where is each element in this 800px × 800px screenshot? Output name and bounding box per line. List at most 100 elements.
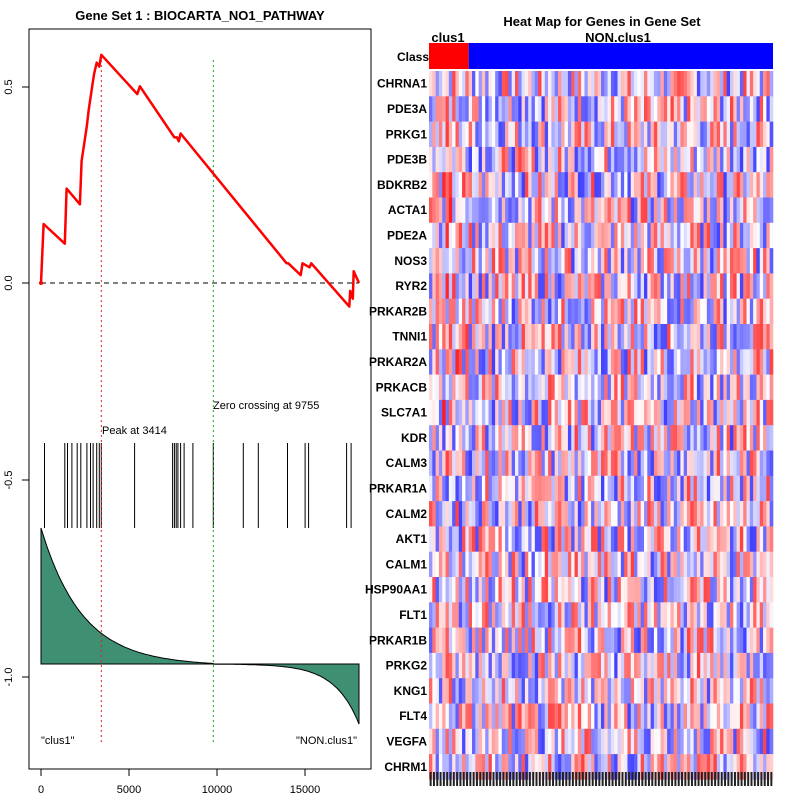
heatmap-cell bbox=[693, 96, 698, 122]
heatmap-cell bbox=[541, 96, 546, 122]
heatmap-cell bbox=[438, 399, 443, 426]
heatmap-cell bbox=[601, 349, 605, 375]
heatmap-cell bbox=[571, 678, 575, 704]
heatmap-cell bbox=[726, 551, 731, 578]
heatmap-cell bbox=[739, 551, 744, 578]
heatmap-cell bbox=[726, 324, 731, 350]
heatmap-cell bbox=[700, 526, 704, 552]
heatmap-cell bbox=[505, 526, 509, 552]
heatmap-cell bbox=[614, 652, 618, 679]
heatmap-cell bbox=[607, 222, 612, 249]
heatmap-cell bbox=[495, 526, 499, 552]
heatmap-cell bbox=[435, 146, 440, 173]
heatmap-cell bbox=[515, 425, 519, 451]
gene-label: CHRNA1 bbox=[377, 77, 427, 91]
heatmap-cell bbox=[736, 678, 741, 704]
heatmap-cell bbox=[534, 172, 539, 198]
heatmap-cell bbox=[435, 248, 440, 274]
heatmap-cell bbox=[693, 501, 698, 527]
heatmap-cell bbox=[541, 197, 546, 224]
sample-label-mark bbox=[545, 772, 548, 786]
heatmap-cell bbox=[498, 324, 503, 350]
heatmap-cell bbox=[462, 627, 466, 654]
heatmap-cell bbox=[759, 450, 764, 477]
heatmap-cell bbox=[468, 728, 473, 755]
heatmap-cell bbox=[726, 754, 731, 780]
heatmap-cell bbox=[455, 146, 460, 173]
heatmap-cell bbox=[491, 551, 496, 578]
heatmap-cell bbox=[769, 298, 774, 325]
heatmap-cell bbox=[548, 703, 552, 730]
heatmap-cell bbox=[640, 121, 645, 148]
heatmap-cell bbox=[736, 754, 741, 780]
heatmap-cell bbox=[610, 172, 615, 198]
heatmap-cell bbox=[763, 602, 767, 628]
heatmap-cell bbox=[720, 526, 724, 552]
heatmap-cell bbox=[558, 501, 562, 527]
sample-label-mark bbox=[442, 772, 445, 786]
heatmap-cell bbox=[571, 652, 575, 679]
heatmap-cell bbox=[766, 450, 770, 477]
heatmap-cell bbox=[617, 146, 622, 173]
heatmap-cell bbox=[462, 172, 466, 198]
heatmap-cell bbox=[769, 197, 774, 224]
sample-label-mark bbox=[561, 772, 564, 786]
heatmap-cell bbox=[723, 349, 727, 375]
heatmap-cell bbox=[495, 652, 499, 679]
heatmap-cell bbox=[577, 172, 582, 198]
heatmap-cell bbox=[763, 96, 767, 122]
heatmap-cell bbox=[753, 627, 757, 654]
gene-label: PRKAR1A bbox=[369, 481, 427, 495]
heatmap-cell bbox=[614, 172, 618, 198]
heatmap-cell bbox=[577, 71, 582, 97]
heatmap-cell bbox=[723, 96, 727, 122]
heatmap-cell bbox=[650, 501, 655, 527]
heatmap-cell bbox=[647, 551, 651, 578]
heatmap-cell bbox=[710, 172, 714, 198]
heatmap-cell bbox=[442, 526, 446, 552]
heatmap-cell bbox=[544, 96, 549, 122]
heatmap-cell bbox=[531, 425, 536, 451]
heatmap-cell bbox=[749, 728, 754, 755]
heatmap-cell bbox=[640, 298, 645, 325]
heatmap-cell bbox=[488, 324, 493, 350]
sample-label-mark bbox=[641, 772, 644, 786]
heatmap-cell bbox=[650, 146, 655, 173]
heatmap-cell bbox=[677, 577, 681, 603]
heatmap-cell bbox=[429, 475, 433, 502]
heatmap-cell bbox=[766, 703, 770, 730]
heatmap-cell bbox=[587, 475, 592, 502]
heatmap-cell bbox=[448, 425, 453, 451]
heatmap-cell bbox=[462, 374, 466, 401]
heatmap-cell bbox=[687, 652, 691, 679]
heatmap-cell bbox=[667, 374, 671, 401]
heatmap-cell bbox=[452, 754, 456, 780]
heatmap-cell bbox=[485, 96, 489, 122]
heatmap-cell bbox=[584, 324, 589, 350]
heatmap-cell bbox=[488, 298, 493, 325]
heatmap-cell bbox=[660, 602, 665, 628]
heatmap-cell bbox=[720, 703, 724, 730]
heatmap-cell bbox=[448, 602, 453, 628]
heatmap-cell bbox=[515, 602, 519, 628]
heatmap-cell bbox=[577, 349, 582, 375]
heatmap-cell bbox=[481, 197, 486, 224]
heatmap-cell bbox=[564, 450, 569, 477]
sample-label-mark bbox=[750, 772, 753, 786]
heatmap-cell bbox=[571, 324, 575, 350]
heatmap-cell bbox=[683, 248, 688, 274]
heatmap-cell bbox=[670, 754, 675, 780]
heatmap-cell bbox=[657, 627, 661, 654]
heatmap-cell bbox=[733, 703, 737, 730]
heatmap-cell bbox=[769, 602, 774, 628]
heatmap-cell bbox=[478, 425, 483, 451]
heatmap-cell bbox=[528, 526, 532, 552]
heatmap-cell bbox=[607, 450, 612, 477]
heatmap-cell bbox=[736, 652, 741, 679]
heatmap-cell bbox=[567, 450, 572, 477]
heatmap-cell bbox=[753, 172, 757, 198]
heatmap-cell bbox=[601, 678, 605, 704]
sample-label-mark bbox=[628, 772, 631, 786]
heatmap-cell bbox=[577, 197, 582, 224]
heatmap-cell bbox=[693, 577, 698, 603]
